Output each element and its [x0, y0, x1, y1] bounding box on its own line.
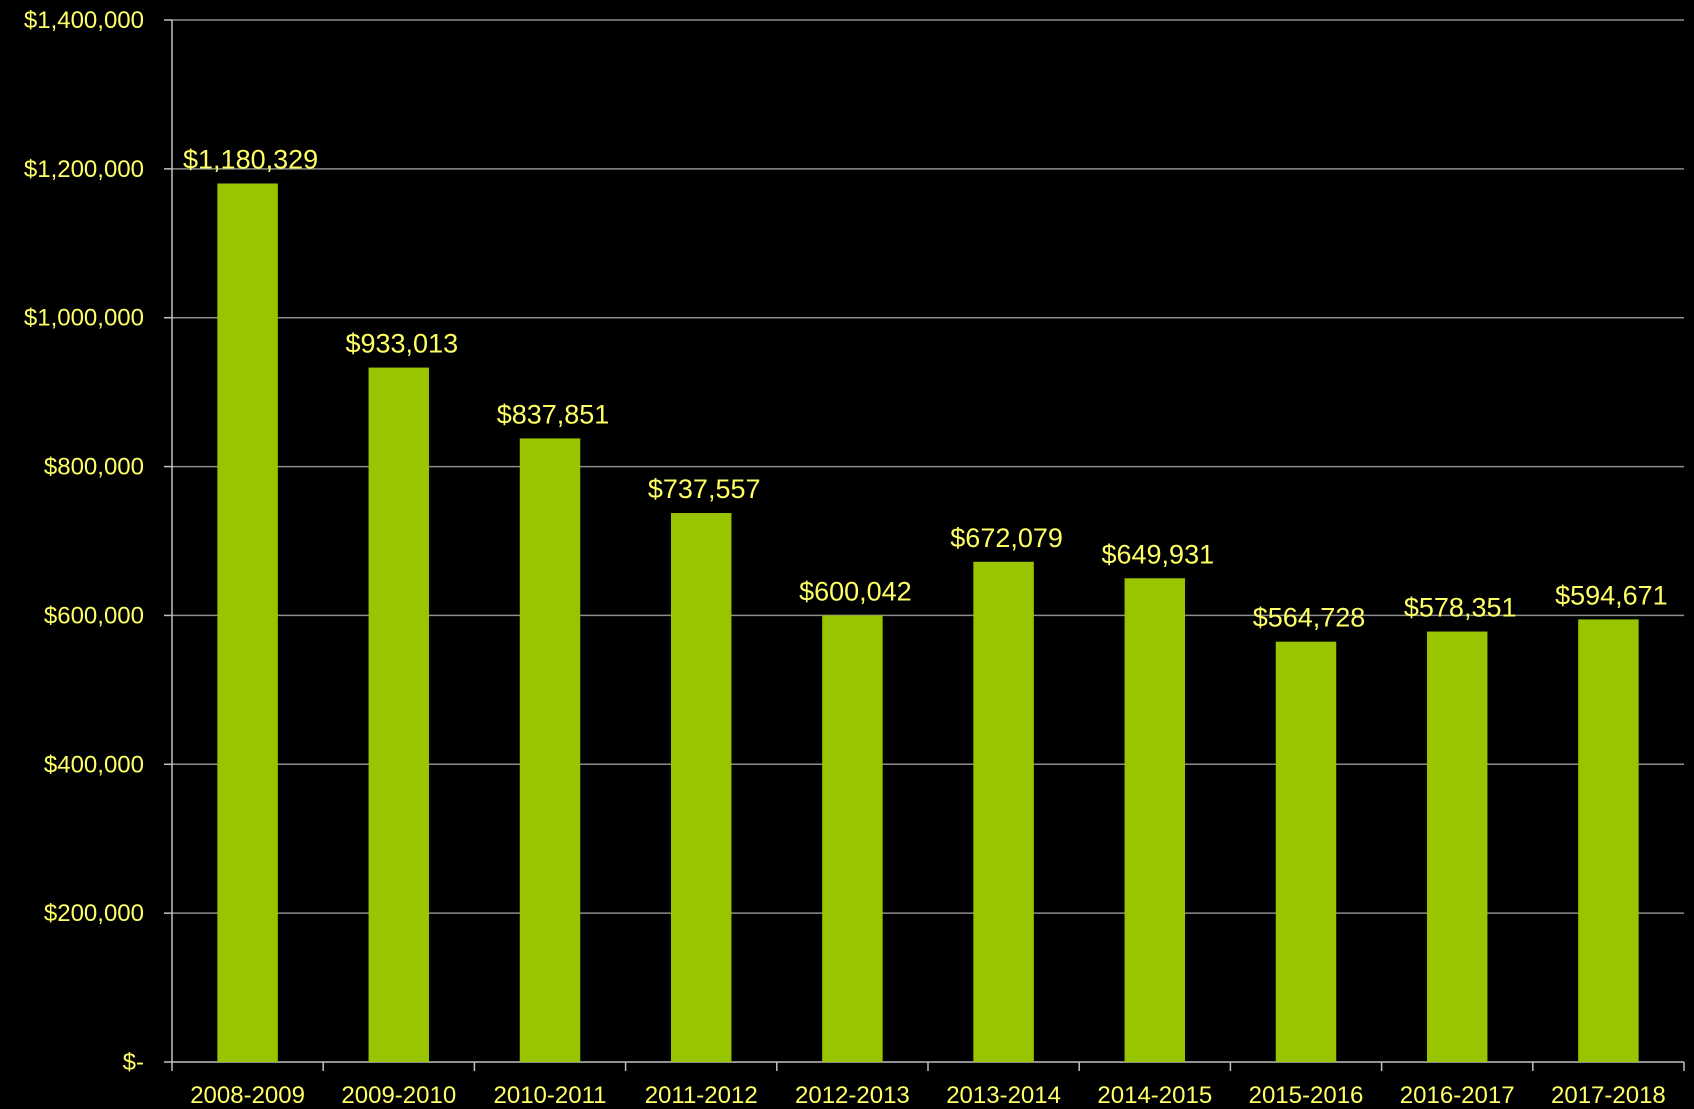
bar: [1426, 631, 1488, 1062]
x-axis-category-labels: 2008-2009 2009-2010 2010-2011 2011-2012 2012…: [190, 1082, 1666, 1109]
data-label: $1,180,329: [183, 144, 318, 174]
bar: [1578, 619, 1639, 1062]
y-tick-label: $1,200,000: [24, 156, 144, 183]
x-category-label: 2016-2017: [1400, 1082, 1515, 1109]
data-label: $933,013: [345, 329, 458, 359]
data-label: $672,079: [950, 523, 1063, 553]
x-category-label: 2017-2018: [1551, 1082, 1666, 1109]
y-tick-label: $600,000: [44, 602, 144, 629]
y-tick-label: $400,000: [44, 751, 144, 778]
bar: [670, 513, 732, 1062]
data-label: $737,557: [648, 474, 761, 504]
x-category-label: 2015-2016: [1249, 1082, 1364, 1109]
x-category-label: 2013-2014: [946, 1082, 1061, 1109]
bar: [1275, 641, 1337, 1062]
x-category-label: 2014-2015: [1097, 1082, 1212, 1109]
x-category-label: 2012-2013: [795, 1082, 910, 1109]
x-category-label: 2010-2011: [494, 1082, 607, 1109]
bar: [973, 561, 1034, 1062]
y-tick-label: $200,000: [44, 900, 144, 927]
y-tick-label: $1,000,000: [24, 305, 144, 332]
bar: [519, 438, 581, 1062]
x-category-label: 2009-2010: [341, 1082, 456, 1109]
y-tick-label: $-: [123, 1049, 144, 1076]
y-tick-label: $800,000: [44, 454, 144, 481]
data-label: $600,042: [799, 576, 912, 606]
bar: [1124, 578, 1186, 1062]
bar: [822, 615, 883, 1062]
bar: [368, 367, 430, 1062]
data-label: $594,671: [1555, 580, 1668, 610]
bar: [217, 183, 278, 1062]
data-labels: $1,180,329 $933,013 $837,851 $737,557 $600,0…: [183, 144, 1668, 632]
data-label: $837,851: [497, 399, 610, 429]
data-label: $564,728: [1253, 603, 1366, 633]
bars: [217, 183, 1639, 1062]
data-label: $649,931: [1101, 539, 1214, 569]
y-tick-label: $1,400,000: [24, 7, 144, 34]
x-category-label: 2011-2012: [645, 1082, 758, 1109]
y-axis-tick-labels: $- $200,000 $400,000 $600,000 $800,000 $1,000…: [24, 7, 144, 1076]
data-label: $578,351: [1404, 593, 1517, 623]
x-category-label: 2008-2009: [190, 1082, 305, 1109]
